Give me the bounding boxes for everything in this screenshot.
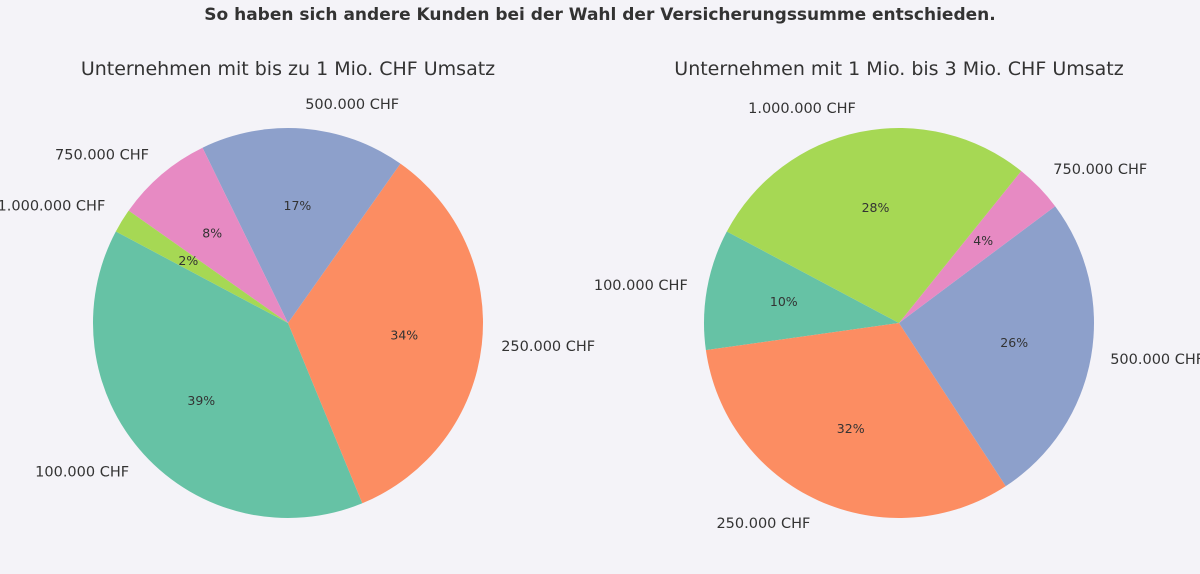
pie-slice-1-000-000-chf (115, 210, 288, 323)
pie-slice-250-000-chf (288, 163, 483, 504)
pct-label-500-000-chf: 26% (1000, 335, 1028, 350)
pie-slice-750-000-chf (128, 147, 288, 323)
slice-label-250-000-chf: 250.000 CHF (716, 516, 810, 532)
slice-label-500-000-chf: 500.000 CHF (305, 97, 399, 113)
pct-label-250-000-chf: 32% (837, 421, 865, 436)
pct-label-1-000-000-chf: 28% (862, 200, 890, 215)
pct-label-500-000-chf: 17% (284, 198, 312, 213)
chart-title: Unternehmen mit 1 Mio. bis 3 Mio. CHF Um… (674, 58, 1123, 80)
slice-label-1-000-000-chf: 1.000.000 CHF (748, 101, 856, 117)
chart-title: Unternehmen mit bis zu 1 Mio. CHF Umsatz (81, 58, 495, 80)
pie-slice-1-000-000-chf (726, 128, 1022, 323)
pie-slice-750-000-chf (899, 171, 1056, 323)
pie-chart-small-companies: Unternehmen mit bis zu 1 Mio. CHF Umsatz… (0, 58, 595, 519)
pie-slice-100-000-chf (704, 231, 899, 351)
slice-label-100-000-chf: 100.000 CHF (35, 465, 129, 481)
slice-label-500-000-chf: 500.000 CHF (1110, 352, 1200, 368)
pie-slice-500-000-chf (899, 206, 1094, 487)
pct-label-750-000-chf: 8% (202, 225, 222, 240)
pie-slice-100-000-chf (93, 231, 363, 519)
pie-chart-medium-companies: Unternehmen mit 1 Mio. bis 3 Mio. CHF Um… (594, 58, 1200, 532)
figure-suptitle: So haben sich andere Kunden bei der Wahl… (204, 5, 996, 25)
slice-label-250-000-chf: 250.000 CHF (501, 339, 595, 355)
pct-label-1-000-000-chf: 2% (178, 253, 198, 268)
slice-label-750-000-chf: 750.000 CHF (55, 148, 149, 164)
pct-label-100-000-chf: 10% (770, 294, 798, 309)
slice-label-1-000-000-chf: 1.000.000 CHF (0, 199, 105, 215)
pct-label-750-000-chf: 4% (973, 233, 993, 248)
pct-label-250-000-chf: 34% (390, 328, 418, 343)
pie-slice-500-000-chf (202, 128, 401, 323)
pct-label-100-000-chf: 39% (187, 393, 215, 408)
slice-label-750-000-chf: 750.000 CHF (1053, 162, 1147, 178)
pie-slice-250-000-chf (705, 323, 1006, 518)
slice-label-100-000-chf: 100.000 CHF (594, 278, 688, 294)
